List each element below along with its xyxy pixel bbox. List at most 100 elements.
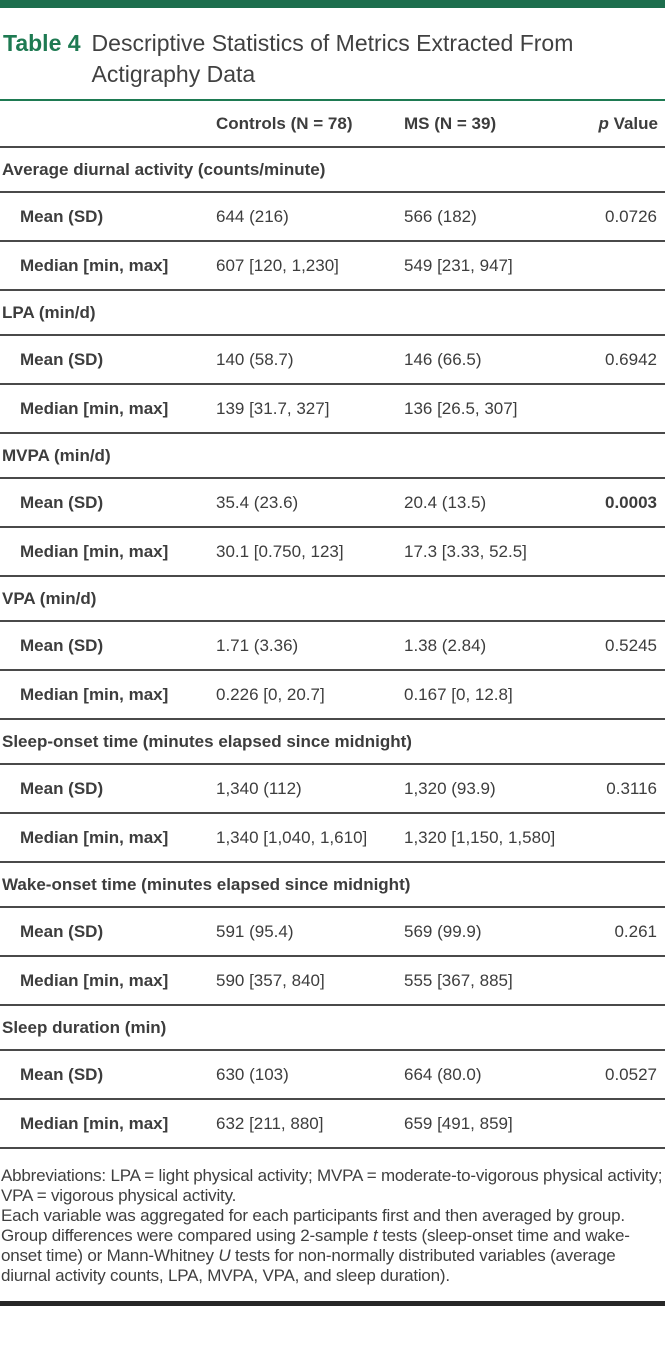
p-value-cell: 0.261 bbox=[590, 907, 665, 957]
u-test-symbol: U bbox=[218, 1246, 231, 1265]
controls-value-cell: 607 [120, 1,230] bbox=[216, 241, 404, 291]
row-label-cell: Median [min, max] bbox=[0, 384, 216, 434]
row-label-cell: Median [min, max] bbox=[0, 813, 216, 863]
table-row: Median [min, max] 139 [31.7, 327] 136 [2… bbox=[0, 384, 665, 434]
controls-value-cell: 591 (95.4) bbox=[216, 907, 404, 957]
table-row: Median [min, max] 30.1 [0.750, 123] 17.3… bbox=[0, 527, 665, 577]
row-label-cell: Median [min, max] bbox=[0, 241, 216, 291]
table-row: Median [min, max] 590 [357, 840] 555 [36… bbox=[0, 956, 665, 1006]
table-title: Descriptive Statistics of Metrics Extrac… bbox=[91, 30, 574, 87]
p-symbol: p bbox=[598, 113, 609, 133]
section-title: VPA (min/d) bbox=[0, 576, 665, 622]
controls-value-cell: 590 [357, 840] bbox=[216, 956, 404, 1006]
methods-note: Each variable was aggregated for each pa… bbox=[1, 1206, 664, 1286]
column-header-ms: MS (N = 39) bbox=[404, 101, 590, 148]
ms-value-cell: 20.4 (13.5) bbox=[404, 478, 590, 528]
p-value-cell: 0.0726 bbox=[590, 192, 665, 242]
ms-value-cell: 17.3 [3.33, 52.5] bbox=[404, 527, 590, 577]
row-label-cell: Median [min, max] bbox=[0, 527, 216, 577]
section-header-row: VPA (min/d) bbox=[0, 576, 665, 622]
ms-value-cell: 555 [367, 885] bbox=[404, 956, 590, 1006]
table-row: Median [min, max] 632 [211, 880] 659 [49… bbox=[0, 1099, 665, 1149]
controls-value-cell: 1,340 [1,040, 1,610] bbox=[216, 813, 404, 863]
section-title: LPA (min/d) bbox=[0, 290, 665, 336]
row-label-cell: Mean (SD) bbox=[0, 478, 216, 528]
section-header-row: Wake-onset time (minutes elapsed since m… bbox=[0, 862, 665, 908]
table-row: Median [min, max] 607 [120, 1,230] 549 [… bbox=[0, 241, 665, 291]
p-value-cell: 0.3116 bbox=[590, 764, 665, 814]
ms-value-cell: 569 (99.9) bbox=[404, 907, 590, 957]
p-value-word: Value bbox=[613, 113, 658, 133]
row-label-cell: Mean (SD) bbox=[0, 764, 216, 814]
ms-value-cell: 0.167 [0, 12.8] bbox=[404, 670, 590, 720]
p-value-cell: 0.0527 bbox=[590, 1050, 665, 1100]
controls-value-cell: 1.71 (3.36) bbox=[216, 621, 404, 671]
section-title: MVPA (min/d) bbox=[0, 433, 665, 479]
controls-value-cell: 0.226 [0, 20.7] bbox=[216, 670, 404, 720]
column-header-controls: Controls (N = 78) bbox=[216, 101, 404, 148]
row-label-cell: Median [min, max] bbox=[0, 670, 216, 720]
section-title: Sleep-onset time (minutes elapsed since … bbox=[0, 719, 665, 765]
table-row: Mean (SD) 35.4 (23.6) 20.4 (13.5) 0.0003 bbox=[0, 478, 665, 528]
ms-value-cell: 136 [26.5, 307] bbox=[404, 384, 590, 434]
p-value-cell bbox=[590, 384, 665, 434]
row-label-cell: Median [min, max] bbox=[0, 956, 216, 1006]
p-value-cell: 0.0003 bbox=[590, 478, 665, 528]
section-title: Average diurnal activity (counts/minute) bbox=[0, 147, 665, 193]
section-header-row: Average diurnal activity (counts/minute) bbox=[0, 147, 665, 193]
p-value-cell: 0.5245 bbox=[590, 621, 665, 671]
ms-value-cell: 566 (182) bbox=[404, 192, 590, 242]
section-header-row: MVPA (min/d) bbox=[0, 433, 665, 479]
table-row: Median [min, max] 1,340 [1,040, 1,610] 1… bbox=[0, 813, 665, 863]
column-header-p-value: p Value bbox=[590, 101, 665, 148]
ms-value-cell: 1.38 (2.84) bbox=[404, 621, 590, 671]
top-accent-bar bbox=[0, 0, 665, 8]
ms-value-cell: 549 [231, 947] bbox=[404, 241, 590, 291]
p-value-cell bbox=[590, 670, 665, 720]
ms-value-cell: 1,320 [1,150, 1,580] bbox=[404, 813, 590, 863]
ms-value-cell: 659 [491, 859] bbox=[404, 1099, 590, 1149]
controls-value-cell: 35.4 (23.6) bbox=[216, 478, 404, 528]
t-test-symbol: t bbox=[373, 1226, 378, 1245]
row-label-cell: Mean (SD) bbox=[0, 335, 216, 385]
p-value-cell bbox=[590, 241, 665, 291]
bottom-border-bar bbox=[0, 1301, 665, 1306]
row-label-cell: Median [min, max] bbox=[0, 1099, 216, 1149]
section-header-row: Sleep duration (min) bbox=[0, 1005, 665, 1051]
controls-value-cell: 644 (216) bbox=[216, 192, 404, 242]
table-row: Mean (SD) 1.71 (3.36) 1.38 (2.84) 0.5245 bbox=[0, 621, 665, 671]
controls-value-cell: 140 (58.7) bbox=[216, 335, 404, 385]
table-row: Mean (SD) 644 (216) 566 (182) 0.0726 bbox=[0, 192, 665, 242]
abbreviations-note: Abbreviations: LPA = light physical acti… bbox=[1, 1166, 663, 1205]
p-value-cell: 0.6942 bbox=[590, 335, 665, 385]
p-value-cell bbox=[590, 1099, 665, 1149]
table-label: Table 4 bbox=[3, 30, 81, 56]
p-value-cell bbox=[590, 956, 665, 1006]
controls-value-cell: 30.1 [0.750, 123] bbox=[216, 527, 404, 577]
controls-value-cell: 632 [211, 880] bbox=[216, 1099, 404, 1149]
controls-value-cell: 630 (103) bbox=[216, 1050, 404, 1100]
methods-note-part: tests for non-normally distributed varia… bbox=[1, 1246, 616, 1285]
methods-note-part: Each variable was aggregated for each pa… bbox=[1, 1206, 625, 1245]
row-label-cell: Mean (SD) bbox=[0, 907, 216, 957]
controls-value-cell: 1,340 (112) bbox=[216, 764, 404, 814]
section-header-row: Sleep-onset time (minutes elapsed since … bbox=[0, 719, 665, 765]
table-row: Mean (SD) 591 (95.4) 569 (99.9) 0.261 bbox=[0, 907, 665, 957]
ms-value-cell: 146 (66.5) bbox=[404, 335, 590, 385]
methods-note-part: tests (sleep-onset time and wake-onset t… bbox=[1, 1226, 630, 1265]
footnotes: Abbreviations: LPA = light physical acti… bbox=[0, 1166, 665, 1286]
ms-value-cell: 664 (80.0) bbox=[404, 1050, 590, 1100]
row-label-cell: Mean (SD) bbox=[0, 192, 216, 242]
p-value-cell bbox=[590, 813, 665, 863]
column-header-empty bbox=[0, 101, 216, 148]
table-row: Mean (SD) 140 (58.7) 146 (66.5) 0.6942 bbox=[0, 335, 665, 385]
p-value-cell bbox=[590, 527, 665, 577]
controls-value-cell: 139 [31.7, 327] bbox=[216, 384, 404, 434]
section-title: Sleep duration (min) bbox=[0, 1005, 665, 1051]
section-header-row: LPA (min/d) bbox=[0, 290, 665, 336]
ms-value-cell: 1,320 (93.9) bbox=[404, 764, 590, 814]
table-row: Median [min, max] 0.226 [0, 20.7] 0.167 … bbox=[0, 670, 665, 720]
stats-table: Controls (N = 78) MS (N = 39) p Value Av… bbox=[0, 101, 665, 1149]
row-label-cell: Mean (SD) bbox=[0, 621, 216, 671]
